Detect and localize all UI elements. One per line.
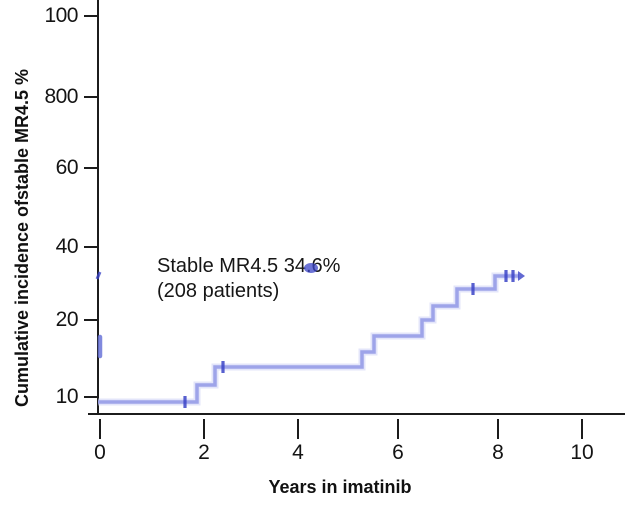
y-tick-40	[84, 246, 98, 248]
x-tick-label-2: 2	[198, 441, 210, 464]
y-tick-label-60: 60	[55, 156, 79, 179]
y-axis-line	[97, 0, 99, 415]
curve-annotation: Stable MR4.5 34.6% (208 patients)	[157, 254, 340, 304]
x-tick-label-10: 10	[570, 441, 594, 464]
y-tick-label-100: 100	[44, 4, 78, 27]
x-tick-8	[497, 419, 499, 439]
x-tick-label-0: 0	[94, 441, 106, 464]
censor-dot-over-annotation	[304, 263, 318, 273]
x-tick-label-6: 6	[392, 441, 404, 464]
annotation-line-2: (208 patients)	[157, 280, 280, 302]
y-tick-20	[84, 319, 98, 321]
x-axis-line	[88, 413, 625, 415]
x-tick-label-4: 4	[292, 441, 304, 464]
y-tick-label-800: 800	[44, 85, 78, 108]
x-tick-4	[297, 419, 299, 439]
y-tick-60	[84, 167, 98, 169]
annotation-line-1: Stable MR4.5 34.6%	[157, 255, 341, 277]
y-tick-10	[84, 396, 98, 398]
y-tick-100	[84, 15, 98, 17]
y-tick-800	[84, 96, 98, 98]
y-tick-label-20: 20	[55, 308, 79, 331]
x-axis-title: Years in imatinib	[268, 477, 412, 497]
y-tick-label-10: 10	[55, 385, 79, 408]
x-tick-10	[581, 419, 583, 439]
x-tick-2	[203, 419, 205, 439]
x-tick-label-8: 8	[492, 441, 504, 464]
x-tick-0	[99, 419, 101, 439]
x-tick-6	[397, 419, 399, 439]
y-tick-label-40: 40	[55, 235, 79, 258]
